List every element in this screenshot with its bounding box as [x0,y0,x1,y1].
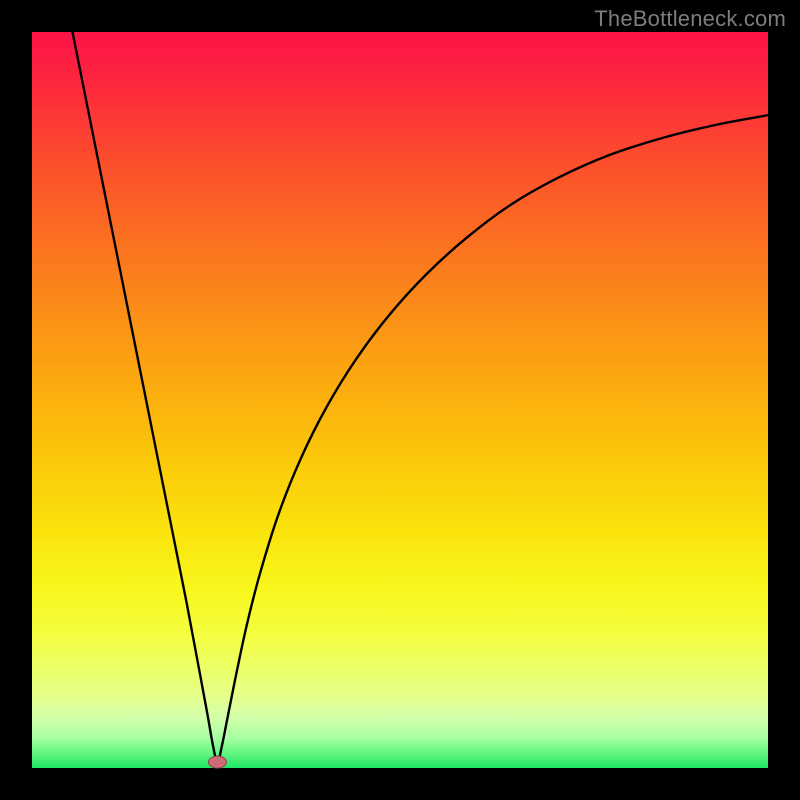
chart-plot-bg [32,32,768,768]
chart-container: TheBottleneck.com [0,0,800,800]
watermark-label: TheBottleneck.com [594,6,786,32]
bottleneck-chart-svg [0,0,800,800]
minimum-marker [208,756,226,768]
